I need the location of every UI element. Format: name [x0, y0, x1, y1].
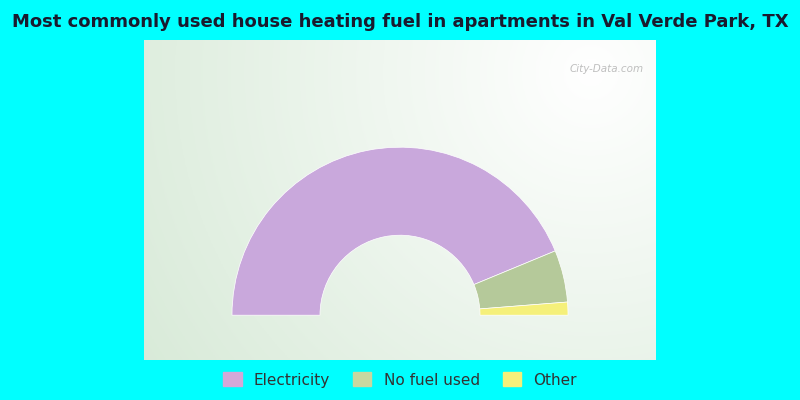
Wedge shape — [474, 251, 567, 309]
Wedge shape — [480, 302, 568, 315]
Legend: Electricity, No fuel used, Other: Electricity, No fuel used, Other — [218, 366, 582, 394]
Text: City-Data.com: City-Data.com — [569, 64, 643, 74]
Wedge shape — [232, 147, 555, 315]
Text: Most commonly used house heating fuel in apartments in Val Verde Park, TX: Most commonly used house heating fuel in… — [12, 13, 788, 31]
